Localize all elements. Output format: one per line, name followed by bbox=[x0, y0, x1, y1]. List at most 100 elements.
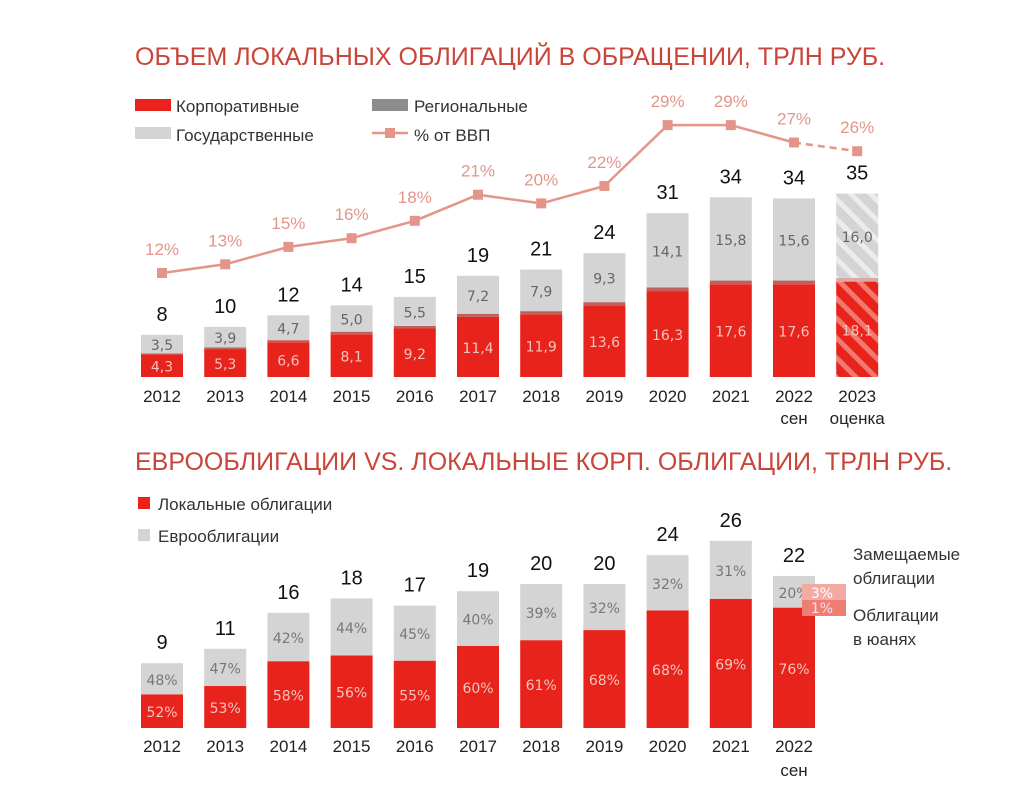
bar-label-government: 5,5 bbox=[404, 305, 426, 321]
bar-government bbox=[646, 213, 689, 288]
bar-government bbox=[457, 275, 499, 314]
bar-label-corporate: 17,6 bbox=[715, 325, 746, 341]
x-tick-label: 2018 bbox=[522, 737, 560, 756]
gdp-label: 29% bbox=[651, 92, 685, 111]
gdp-marker bbox=[536, 198, 547, 209]
legend-swatch-corporate bbox=[135, 99, 171, 111]
bar-corporate bbox=[646, 291, 689, 377]
bar-corporate bbox=[709, 284, 752, 377]
bar-label-government: 3,9 bbox=[214, 331, 236, 347]
bar-label-euro: 20% bbox=[778, 586, 809, 602]
bar-corporate bbox=[457, 316, 499, 377]
replaceable-bonds-value: 3% bbox=[811, 586, 833, 602]
x-tick-label: 2015 bbox=[333, 387, 371, 406]
bar-government bbox=[204, 326, 247, 348]
bar-government bbox=[583, 253, 626, 303]
bar-corporate bbox=[520, 314, 563, 377]
gdp-label: 12% bbox=[145, 240, 179, 259]
bar-label-government: 15,8 bbox=[715, 233, 746, 249]
bar-government bbox=[393, 296, 436, 326]
bar-label-local: 55% bbox=[399, 688, 430, 704]
bar-label-local: 68% bbox=[589, 673, 620, 689]
bar-local bbox=[520, 640, 563, 728]
x-tick-label: 2015 bbox=[333, 737, 371, 756]
bar-label-euro: 48% bbox=[146, 673, 177, 689]
bar-local bbox=[267, 661, 310, 728]
bar-label-government: 9,3 bbox=[593, 272, 615, 288]
bar-label-government: 15,6 bbox=[778, 233, 809, 249]
bar-regional bbox=[520, 311, 563, 315]
bar-total: 19 bbox=[467, 245, 489, 267]
bar-euro bbox=[583, 584, 626, 631]
bar-corporate bbox=[204, 349, 247, 377]
gdp-label: 26% bbox=[840, 118, 874, 137]
legend-regional: Региональные bbox=[414, 97, 528, 116]
bar-total: 21 bbox=[530, 238, 552, 260]
bar-label-local: 76% bbox=[778, 662, 809, 678]
x-tick-label: 2023 bbox=[838, 387, 876, 406]
bar-label-euro: 31% bbox=[715, 564, 746, 580]
gdp-label: 20% bbox=[524, 170, 558, 189]
bar-regional bbox=[773, 280, 815, 285]
bar-label-corporate: 9,2 bbox=[404, 347, 426, 363]
gdp-line-segment bbox=[288, 236, 352, 249]
bar-label-local: 68% bbox=[652, 663, 683, 679]
bar-label-government: 14,1 bbox=[652, 244, 683, 260]
bar-total: 24 bbox=[593, 222, 615, 244]
bar-local bbox=[709, 598, 752, 728]
gdp-label: 16% bbox=[335, 205, 369, 224]
gdp-line-segment bbox=[730, 123, 795, 144]
replaceable-bonds-label-line2: облигации bbox=[853, 569, 935, 588]
bar-total: 35 bbox=[846, 163, 868, 185]
x-tick-sublabel: сен bbox=[780, 761, 807, 780]
bar-corporate bbox=[330, 334, 373, 377]
bar-government bbox=[141, 334, 183, 354]
bar-government bbox=[330, 305, 373, 332]
x-tick-label: 2018 bbox=[522, 387, 560, 406]
bar-total: 20 bbox=[593, 553, 615, 575]
bar-label-corporate: 8,1 bbox=[340, 350, 362, 366]
bar-regional bbox=[204, 347, 247, 350]
bar-label-euro: 32% bbox=[652, 577, 683, 593]
bar-label-government: 16,0 bbox=[842, 230, 873, 246]
bar-label-local: 58% bbox=[273, 689, 304, 705]
gdp-line-segment bbox=[540, 184, 605, 205]
legend-swatch-local bbox=[138, 497, 150, 509]
legend-euro: Еврооблигации bbox=[158, 527, 279, 546]
x-tick-label: 2014 bbox=[269, 737, 307, 756]
x-tick-label: 2016 bbox=[396, 737, 434, 756]
bar-total: 12 bbox=[277, 284, 299, 306]
bar-total: 17 bbox=[404, 575, 426, 597]
gdp-marker bbox=[283, 241, 294, 252]
bar-label-corporate: 4,3 bbox=[151, 360, 173, 376]
bar-label-corporate: 16,3 bbox=[652, 328, 683, 344]
gdp-line-segment bbox=[793, 141, 858, 153]
replaceable-bonds-label-line1: Замещаемые bbox=[853, 545, 960, 564]
bar-regional bbox=[393, 325, 436, 329]
bar-euro bbox=[330, 598, 373, 656]
bar-label-corporate: 5,3 bbox=[214, 357, 236, 373]
x-tick-label: 2020 bbox=[649, 737, 687, 756]
bar-regional bbox=[330, 331, 373, 335]
bar-total: 9 bbox=[156, 632, 167, 654]
bar-total: 18 bbox=[340, 567, 362, 589]
gdp-marker bbox=[789, 137, 799, 148]
gdp-label: 18% bbox=[398, 188, 432, 207]
bar-regional bbox=[646, 287, 689, 292]
bar-local bbox=[773, 607, 815, 728]
bar-euro bbox=[646, 555, 689, 611]
bar-government bbox=[836, 193, 879, 278]
bar-label-local: 60% bbox=[462, 681, 493, 697]
bar-total: 20 bbox=[530, 553, 552, 575]
gdp-line-segment bbox=[414, 193, 479, 222]
bar-local bbox=[393, 660, 436, 728]
bar-regional bbox=[836, 277, 879, 282]
legend-corporate: Корпоративные bbox=[176, 97, 299, 116]
bar-government bbox=[773, 198, 815, 281]
x-tick-sublabel: сен bbox=[780, 409, 807, 428]
bar-euro bbox=[709, 540, 752, 599]
bar-euro bbox=[520, 584, 563, 641]
x-tick-label: 2017 bbox=[459, 387, 497, 406]
yuan-bonds-segment bbox=[802, 600, 846, 616]
